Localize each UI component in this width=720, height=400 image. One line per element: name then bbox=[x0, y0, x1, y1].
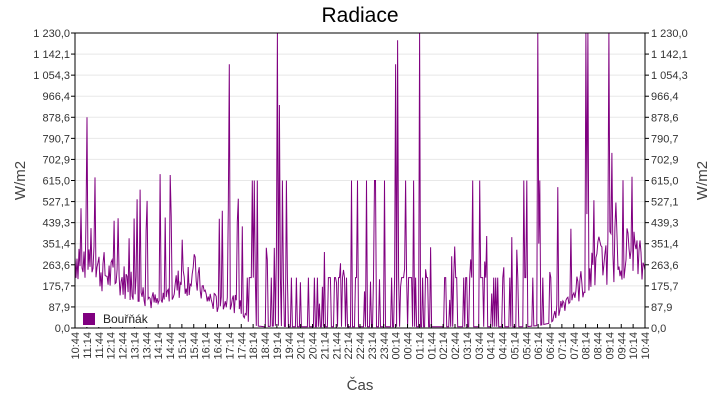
x-tick-label: 14:14 bbox=[153, 332, 165, 360]
x-tick-label: 06:44 bbox=[545, 332, 557, 360]
x-tick-label: 05:14 bbox=[509, 332, 521, 360]
x-tick-label: 13:44 bbox=[141, 332, 153, 360]
x-tick-label: 08:44 bbox=[593, 332, 605, 360]
y-tick-label-right: 702,9 bbox=[651, 154, 679, 166]
x-tick-label: 12:44 bbox=[118, 332, 130, 360]
x-tick-label: 04:14 bbox=[486, 332, 498, 360]
chart-title: Radiace bbox=[321, 4, 399, 27]
y-tick-label-right: 439,3 bbox=[651, 218, 679, 230]
x-tick-label: 19:44 bbox=[284, 332, 296, 360]
x-tick-label: 22:14 bbox=[343, 332, 355, 360]
x-tick-label: 23:14 bbox=[367, 332, 379, 360]
x-tick-label: 17:14 bbox=[224, 332, 236, 360]
y-tick-label: 1 142,1 bbox=[33, 49, 70, 61]
y-tick-label-right: 527,1 bbox=[651, 197, 679, 209]
x-tick-label: 16:14 bbox=[201, 332, 213, 360]
y-tick-label-right: 1 230,0 bbox=[651, 28, 688, 40]
y-tick-label-right: 966,4 bbox=[651, 91, 679, 103]
x-tick-label: 02:14 bbox=[438, 332, 450, 360]
x-tick-label: 07:14 bbox=[557, 332, 569, 360]
x-axis-title: Čas bbox=[347, 377, 374, 394]
x-tick-label: 14:44 bbox=[165, 332, 177, 360]
y-tick-label-right: 351,4 bbox=[651, 239, 679, 251]
y-tick-label-right: 263,6 bbox=[651, 260, 679, 272]
y-tick-label: 263,6 bbox=[42, 260, 70, 272]
legend-swatch bbox=[83, 313, 95, 325]
y-tick-label-right: 878,6 bbox=[651, 112, 679, 124]
x-tick-label: 07:44 bbox=[569, 332, 581, 360]
y-axis-title-right: W/m2 bbox=[694, 161, 711, 200]
y-tick-label: 527,1 bbox=[42, 197, 70, 209]
x-tick-label: 22:44 bbox=[355, 332, 367, 360]
y-tick-label-right: 790,7 bbox=[651, 133, 679, 145]
y-tick-label: 439,3 bbox=[42, 218, 70, 230]
y-tick-label: 0,0 bbox=[55, 323, 70, 335]
x-tick-label: 09:14 bbox=[604, 332, 616, 360]
x-tick-label: 13:14 bbox=[129, 332, 141, 360]
x-tick-label: 21:44 bbox=[331, 332, 343, 360]
y-tick-label-right: 615,0 bbox=[651, 176, 679, 188]
x-tick-label: 04:44 bbox=[498, 332, 510, 360]
x-tick-label: 15:44 bbox=[189, 332, 201, 360]
x-tick-label: 03:14 bbox=[462, 332, 474, 360]
y-axis-title: W/m2 bbox=[12, 161, 29, 200]
y-tick-label: 966,4 bbox=[42, 91, 70, 103]
x-tick-label: 08:14 bbox=[581, 332, 593, 360]
y-tick-label: 790,7 bbox=[42, 133, 70, 145]
x-tick-label: 19:14 bbox=[272, 332, 284, 360]
y-tick-label: 351,4 bbox=[42, 239, 70, 251]
x-tick-label: 01:44 bbox=[426, 332, 438, 360]
legend: Bouřňák bbox=[81, 311, 150, 327]
x-tick-label: 10:14 bbox=[628, 332, 640, 360]
y-tick-label: 615,0 bbox=[42, 176, 70, 188]
x-tick-label: 23:44 bbox=[379, 332, 391, 360]
y-tick-label-right: 175,7 bbox=[651, 281, 679, 293]
y-tick-label: 1 230,0 bbox=[33, 28, 70, 40]
y-tick-label: 702,9 bbox=[42, 154, 70, 166]
x-tick-label: 17:44 bbox=[236, 332, 248, 360]
x-tick-label: 09:44 bbox=[616, 332, 628, 360]
series-line bbox=[74, 32, 646, 328]
x-tick-label: 00:44 bbox=[403, 332, 415, 360]
x-tick-label: 15:14 bbox=[177, 332, 189, 360]
y-tick-label-right: 1 054,3 bbox=[651, 70, 688, 82]
x-tick-label: 20:44 bbox=[308, 332, 320, 360]
y-tick-label: 175,7 bbox=[42, 281, 70, 293]
x-tick-label: 00:14 bbox=[391, 332, 403, 360]
x-tick-label: 16:44 bbox=[213, 332, 225, 360]
x-tick-label: 21:14 bbox=[319, 332, 331, 360]
x-tick-label: 03:44 bbox=[474, 332, 486, 360]
legend-label: Bouřňák bbox=[103, 312, 148, 326]
x-tick-label: 01:14 bbox=[414, 332, 426, 360]
x-tick-label: 10:44 bbox=[640, 332, 652, 360]
x-tick-label: 02:44 bbox=[450, 332, 462, 360]
y-tick-label-right: 87,9 bbox=[651, 302, 672, 314]
x-tick-label: 18:44 bbox=[260, 332, 272, 360]
x-tick-label: 18:14 bbox=[248, 332, 260, 360]
y-tick-label-right: 1 142,1 bbox=[651, 49, 688, 61]
x-tick-label: 11:44 bbox=[94, 332, 106, 359]
x-tick-label: 05:44 bbox=[521, 332, 533, 360]
y-tick-label: 87,9 bbox=[49, 302, 70, 314]
x-tick-label: 12:14 bbox=[106, 332, 118, 360]
y-tick-label: 878,6 bbox=[42, 112, 70, 124]
x-tick-label: 11:14 bbox=[82, 332, 94, 359]
x-tick-label: 20:14 bbox=[296, 332, 308, 360]
x-tick-label: 06:14 bbox=[533, 332, 545, 360]
y-tick-label-right: 0,0 bbox=[651, 323, 666, 335]
x-tick-label: 10:44 bbox=[70, 332, 82, 360]
y-tick-label: 1 054,3 bbox=[33, 70, 70, 82]
